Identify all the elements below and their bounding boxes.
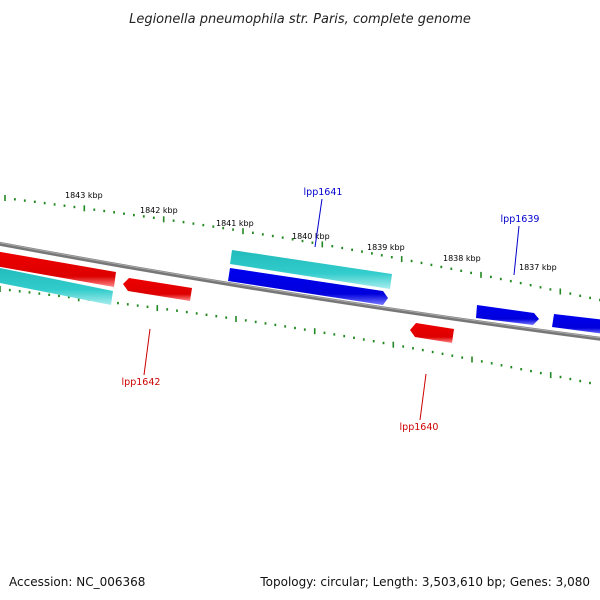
inner-tick-track <box>0 286 591 385</box>
cds-feature-left[interactable] <box>0 267 113 305</box>
leader-lpp1639 <box>513 225 520 276</box>
cds-feature-lpp1641[interactable] <box>230 250 392 289</box>
kbp-label-1837: 1837 kbp <box>519 263 557 272</box>
gene-lpp1639[interactable] <box>476 305 539 325</box>
genome-backbone-highlight <box>0 242 600 339</box>
gene-label-lpp1641[interactable]: lpp1641 <box>304 187 343 198</box>
leader-lpp1640 <box>419 373 427 421</box>
map-title: Legionella pneumophila str. Paris, compl… <box>129 12 471 27</box>
kbp-label-1841: 1841 kbp <box>216 219 254 228</box>
leader-lpp1642 <box>143 328 151 376</box>
accession-text: Accession: NC_006368 <box>9 575 145 589</box>
kbp-label-1842: 1842 kbp <box>140 206 178 215</box>
kbp-label-1840: 1840 kbp <box>292 232 330 241</box>
gene-lpp1640[interactable] <box>410 323 454 343</box>
genome-stats-text: Topology: circular; Length: 3,503,610 bp… <box>259 575 590 589</box>
outer-tick-track <box>4 195 600 302</box>
gene-right-blue[interactable] <box>552 314 600 334</box>
kbp-label-1839: 1839 kbp <box>367 243 405 252</box>
kbp-label-1838: 1838 kbp <box>443 254 481 263</box>
gene-lpp1641[interactable] <box>228 268 388 305</box>
leader-lpp1641 <box>314 198 323 248</box>
kbp-label-1843: 1843 kbp <box>65 191 103 200</box>
gene-label-lpp1639[interactable]: lpp1639 <box>501 214 540 225</box>
gene-label-lpp1642[interactable]: lpp1642 <box>122 377 161 388</box>
gene-left-red[interactable] <box>0 251 116 287</box>
gene-label-lpp1640[interactable]: lpp1640 <box>400 422 439 433</box>
genome-backbone <box>0 241 600 341</box>
gene-lpp1642[interactable] <box>123 278 192 301</box>
